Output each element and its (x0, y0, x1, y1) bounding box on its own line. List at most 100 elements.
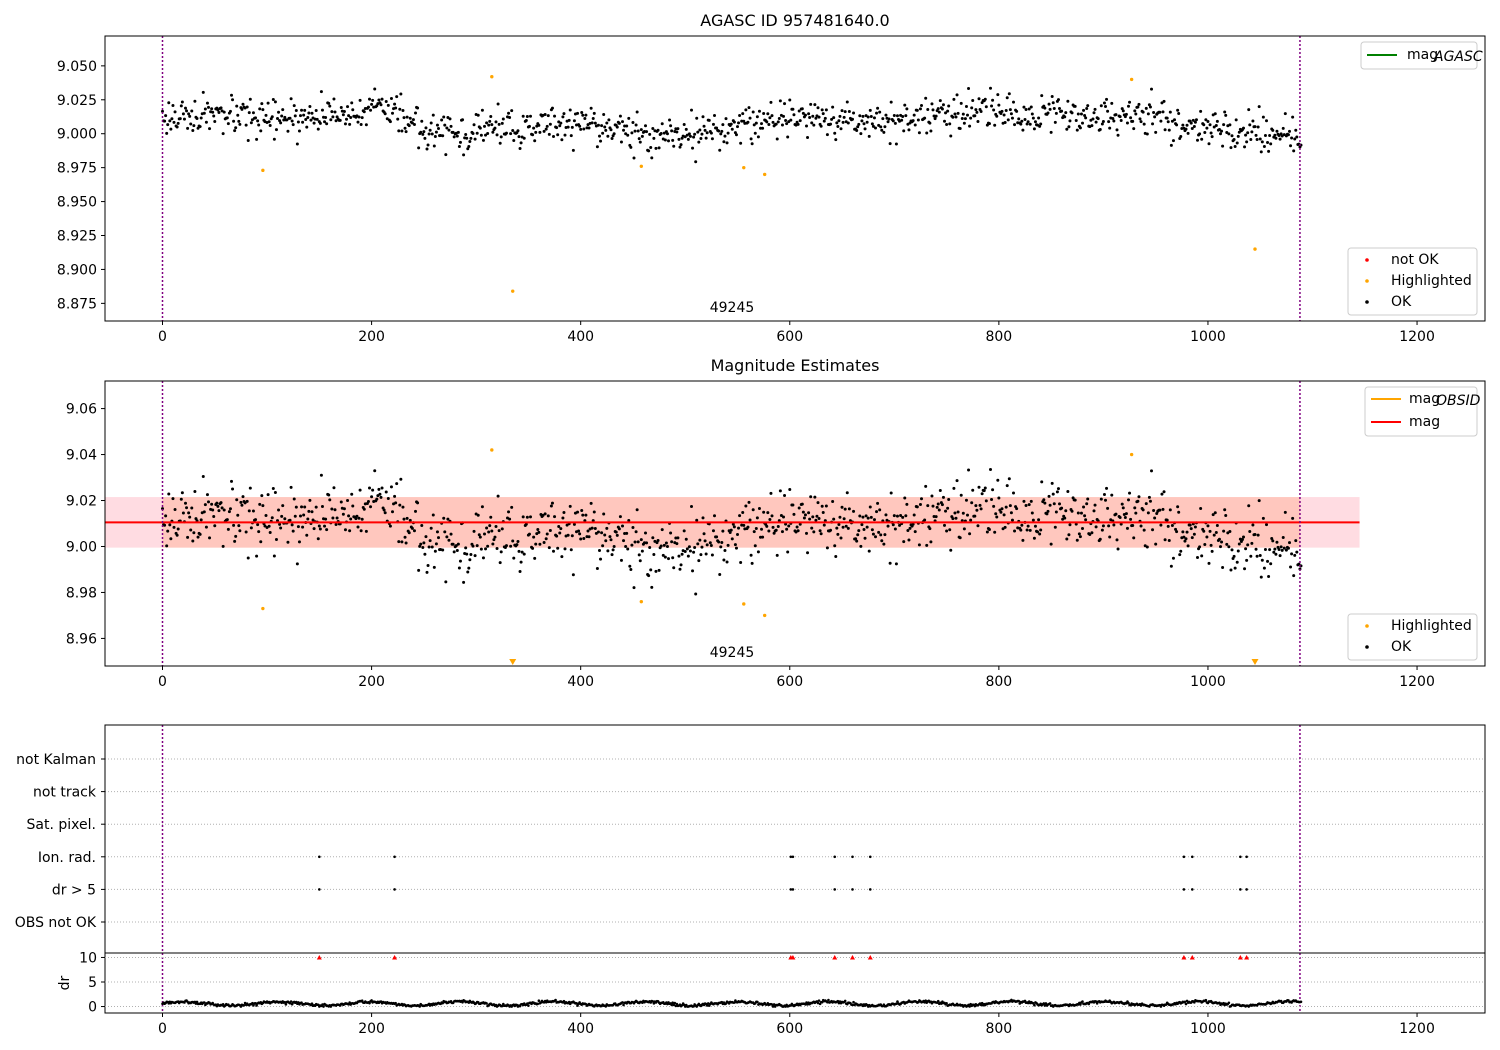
ok-point (519, 560, 523, 564)
ok-point (1101, 120, 1105, 124)
ok-point (1118, 115, 1122, 119)
ok-point (994, 512, 998, 516)
ok-point (323, 120, 327, 124)
ok-point (169, 127, 173, 131)
ok-point (425, 570, 429, 574)
ok-point (1228, 123, 1232, 127)
dr-point (895, 1002, 898, 1006)
ok-point (871, 124, 875, 128)
ok-point (975, 508, 979, 512)
ok-point (762, 510, 766, 514)
ok-point (1119, 522, 1123, 526)
ok-point (619, 140, 623, 144)
ok-point (343, 122, 347, 126)
ok-point (829, 122, 833, 126)
ok-point (912, 113, 916, 117)
ok-point (222, 508, 226, 512)
ok-point (1007, 92, 1011, 96)
ok-point (949, 134, 953, 138)
ok-point (192, 124, 196, 128)
ok-point (1206, 120, 1210, 124)
ok-point (332, 486, 336, 490)
ok-point (1247, 504, 1251, 508)
ok-point (342, 109, 346, 113)
ok-point (488, 119, 492, 123)
ok-point (445, 126, 449, 130)
ok-point (472, 529, 476, 533)
ok-point (675, 542, 679, 546)
legend-marker-highlighted (1365, 624, 1369, 628)
ok-point (1258, 137, 1262, 141)
dr-point (670, 1003, 673, 1007)
ok-point (970, 501, 974, 505)
ok-point (1099, 104, 1103, 108)
ok-point (583, 116, 587, 120)
ok-point (1173, 118, 1176, 122)
ok-point (434, 130, 438, 134)
flag-event (393, 855, 396, 859)
ok-point (251, 111, 255, 115)
ok-point (247, 509, 251, 513)
ok-point (1193, 525, 1197, 529)
ok-point (894, 562, 898, 566)
ok-point (307, 111, 311, 115)
ok-point (165, 544, 169, 548)
ok-point (676, 127, 680, 131)
ok-point (887, 117, 891, 121)
ok-point (541, 513, 545, 517)
ok-point (522, 136, 526, 140)
ok-point (626, 133, 630, 137)
dr-point (936, 999, 940, 1003)
ok-point (932, 114, 936, 118)
ok-point (398, 107, 402, 111)
ok-point (360, 116, 364, 120)
ok-point (578, 532, 582, 536)
ok-point (323, 524, 327, 528)
ok-point (231, 487, 235, 491)
ok-point (801, 510, 805, 514)
ok-point (744, 504, 748, 508)
ok-point (379, 495, 383, 499)
ok-point (1129, 517, 1133, 521)
ok-point (435, 530, 439, 534)
ok-point (1242, 126, 1245, 130)
ok-point (960, 116, 964, 120)
ok-point (559, 121, 563, 125)
ok-point (334, 119, 338, 123)
dr-point (733, 1001, 736, 1004)
ok-point (226, 527, 230, 531)
ok-point (258, 502, 262, 506)
ok-point (862, 528, 866, 532)
ok-point (626, 547, 630, 551)
ok-point (1116, 547, 1120, 551)
ok-point (688, 134, 692, 138)
dr-tick-label: 10 (79, 950, 97, 966)
ok-point (854, 537, 858, 541)
ok-point (911, 522, 915, 526)
ok-point (249, 121, 253, 125)
ok-point (1245, 140, 1249, 144)
ok-point (630, 543, 634, 547)
ok-point (429, 121, 433, 125)
ok-point (1070, 509, 1074, 513)
ok-point (244, 123, 248, 127)
ok-point (1015, 109, 1019, 113)
ok-point (403, 126, 407, 130)
ok-point (987, 122, 991, 126)
ok-point (499, 135, 503, 139)
ok-point (724, 117, 728, 121)
ok-point (1158, 110, 1162, 114)
ok-point (420, 523, 424, 527)
ok-point (1176, 108, 1180, 112)
flag-event (1245, 888, 1248, 891)
dr-point (692, 1005, 695, 1008)
ok-point (1253, 125, 1257, 129)
ok-point (1217, 127, 1221, 131)
ok-point (1268, 134, 1272, 138)
ok-point (1294, 539, 1298, 543)
ok-point (525, 114, 529, 118)
ok-point (775, 137, 779, 141)
ok-point (1189, 121, 1193, 125)
ok-point (912, 513, 916, 517)
ok-point (934, 114, 938, 118)
